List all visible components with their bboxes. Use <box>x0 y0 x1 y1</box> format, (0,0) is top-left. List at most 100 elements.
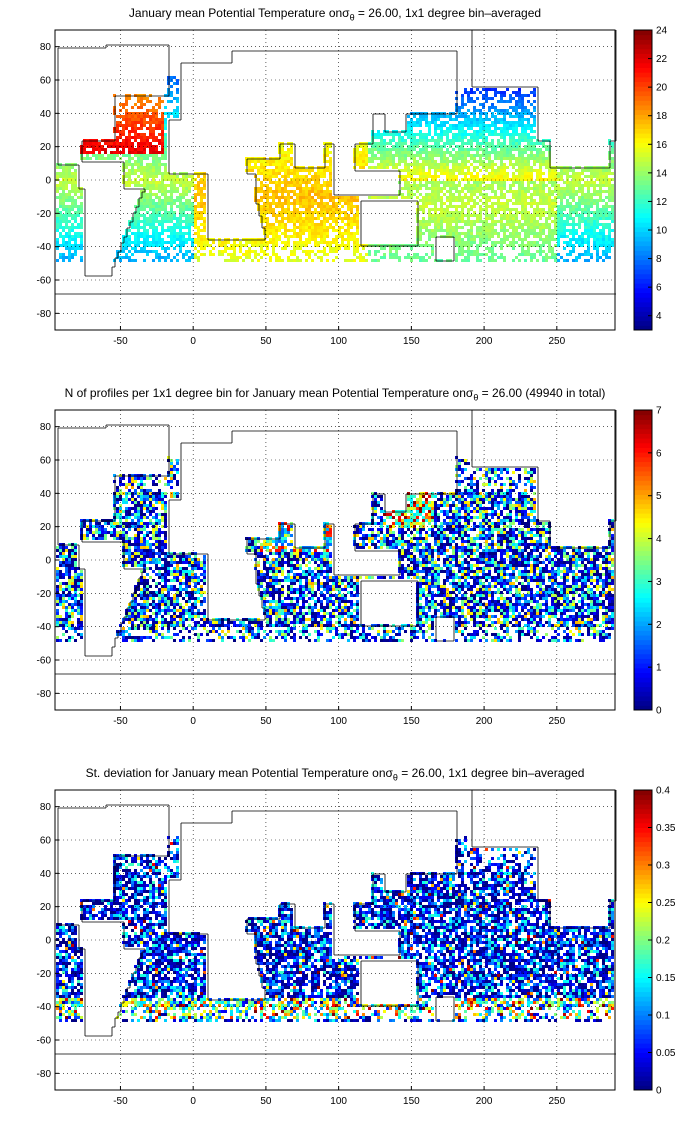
data-cell <box>305 202 308 205</box>
data-cell <box>140 166 143 169</box>
data-cell <box>464 486 467 489</box>
data-cell <box>443 229 446 232</box>
data-cell <box>533 157 536 160</box>
data-cell <box>374 259 377 262</box>
data-cell <box>59 235 62 238</box>
data-cell <box>320 205 323 208</box>
data-cell <box>446 226 449 229</box>
data-cell <box>521 226 524 229</box>
data-cell <box>125 172 128 175</box>
data-cell <box>311 229 314 232</box>
data-cell <box>608 187 611 190</box>
data-cell <box>338 202 341 205</box>
data-cell <box>254 256 257 259</box>
data-cell <box>542 178 545 181</box>
data-cell <box>539 148 542 151</box>
data-cell <box>476 133 479 136</box>
data-cell <box>491 88 494 91</box>
data-cell <box>470 142 473 145</box>
data-cell <box>428 217 431 220</box>
colorbar-segment <box>634 156 652 162</box>
data-cell <box>179 232 182 235</box>
data-cell <box>140 250 143 253</box>
data-cell <box>488 145 491 148</box>
data-cell <box>515 94 518 97</box>
data-cell <box>419 184 422 187</box>
data-cell <box>467 154 470 157</box>
data-cell <box>392 130 395 133</box>
data-cell <box>176 217 179 220</box>
data-cell <box>125 142 128 145</box>
data-cell <box>377 250 380 253</box>
data-cell <box>455 208 458 211</box>
data-cell <box>515 196 518 199</box>
data-cell <box>290 214 293 217</box>
data-cell <box>326 151 329 154</box>
data-cell <box>491 112 494 115</box>
data-cell <box>128 235 131 238</box>
data-cell <box>125 166 128 169</box>
data-cell <box>107 154 110 157</box>
data-cell <box>437 223 440 226</box>
data-cell <box>164 211 167 214</box>
data-cell <box>440 223 443 226</box>
data-cell <box>473 139 476 142</box>
data-cell <box>407 190 410 193</box>
data-cell <box>464 187 467 190</box>
data-cell <box>488 172 491 175</box>
data-cell <box>470 175 473 178</box>
data-cell <box>299 190 302 193</box>
data-cell <box>161 163 164 166</box>
data-cell <box>152 474 155 477</box>
data-cell <box>311 202 314 205</box>
data-cell <box>485 211 488 214</box>
data-cell <box>131 217 134 220</box>
data-cell <box>476 468 479 471</box>
data-cell <box>455 109 458 112</box>
data-cell <box>167 199 170 202</box>
data-cell <box>578 175 581 178</box>
data-cell <box>485 88 488 91</box>
data-cell <box>482 121 485 124</box>
data-cell <box>275 169 278 172</box>
data-cell <box>506 175 509 178</box>
data-cell <box>305 187 308 190</box>
data-cell <box>140 160 143 163</box>
data-cell <box>62 208 65 211</box>
data-cell <box>608 211 611 214</box>
data-cell <box>437 196 440 199</box>
data-cell <box>74 163 77 166</box>
data-cell <box>599 175 602 178</box>
data-cell <box>581 196 584 199</box>
data-cell <box>164 205 167 208</box>
data-cell <box>197 256 200 259</box>
data-cell <box>422 133 425 136</box>
data-cell <box>458 468 461 471</box>
data-cell <box>479 163 482 166</box>
data-cell <box>512 489 515 492</box>
data-cell <box>161 256 164 259</box>
data-cell <box>503 175 506 178</box>
data-cell <box>428 124 431 127</box>
data-cell <box>524 145 527 148</box>
data-cell <box>572 211 575 214</box>
data-cell <box>134 160 137 163</box>
data-cell <box>455 115 458 118</box>
data-cell <box>452 184 455 187</box>
data-cell <box>326 244 329 247</box>
data-cell <box>128 489 131 492</box>
data-cell <box>431 232 434 235</box>
data-cell <box>188 208 191 211</box>
data-cell <box>545 211 548 214</box>
data-cell <box>524 217 527 220</box>
data-cell <box>545 226 548 229</box>
data-cell <box>482 127 485 130</box>
data-cell <box>545 235 548 238</box>
data-cell <box>464 220 467 223</box>
data-cell <box>149 172 152 175</box>
data-cell <box>452 112 455 115</box>
data-cell <box>296 178 299 181</box>
data-cell <box>341 199 344 202</box>
data-cell <box>206 244 209 247</box>
data-cell <box>506 208 509 211</box>
